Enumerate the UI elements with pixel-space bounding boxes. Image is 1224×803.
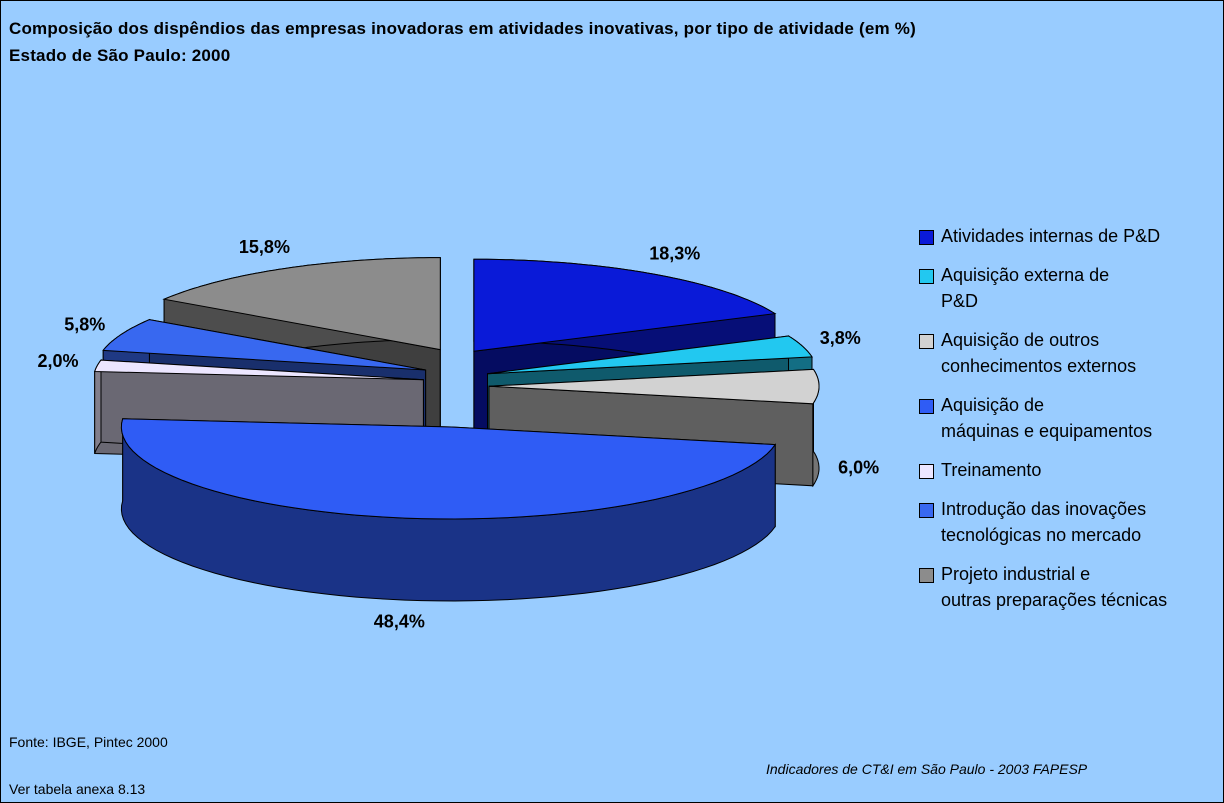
data-label: 6,0% [838, 457, 879, 477]
data-label: 2,0% [38, 351, 79, 371]
legend-item: Projeto industrial e outras preparações … [919, 561, 1167, 613]
legend-label: Treinamento [941, 460, 1042, 480]
slice-wall [94, 358, 102, 454]
legend-swatch [919, 334, 934, 349]
legend-label: Introdução das inovações tecnológicas no… [941, 499, 1147, 545]
legend-item: Treinamento [919, 457, 1167, 483]
credit: Indicadores de CT&I em São Paulo - 2003 … [766, 761, 1088, 777]
source: Fonte: IBGE, Pintec 2000 [9, 734, 168, 750]
legend-label: Aquisição de outros conhecimentos extern… [941, 330, 1137, 376]
chart-title: Composição dos dispêndios das empresas i… [9, 19, 916, 38]
legend-item: Aquisição de outros conhecimentos extern… [919, 327, 1167, 379]
data-label: 15,8% [239, 237, 290, 257]
data-label: 5,8% [64, 314, 105, 334]
legend-item: Aquisição externa de P&D [919, 262, 1167, 314]
legend-item: Atividades internas de P&D [919, 223, 1167, 249]
note: Ver tabela anexa 8.13 [9, 781, 146, 797]
legend-label: Projeto industrial e outras preparações … [941, 564, 1168, 610]
data-label: 18,3% [649, 243, 700, 263]
legend: Atividades internas de P&D Aquisição exte… [919, 223, 1167, 626]
slice-top [93, 359, 424, 381]
legend-swatch [919, 230, 934, 245]
legend-swatch [919, 503, 934, 518]
slice-top [487, 335, 813, 375]
data-label: 48,4% [374, 612, 425, 632]
data-label: 3,8% [820, 328, 861, 348]
slice-top [488, 368, 820, 405]
slice [120, 418, 777, 602]
legend-swatch [919, 464, 934, 479]
chart-subtitle: Estado de São Paulo: 2000 [9, 46, 231, 65]
legend-swatch [919, 269, 934, 284]
legend-label: Aquisição de máquinas e equipamentos [941, 395, 1153, 441]
legend-swatch [919, 399, 934, 414]
slice-top [162, 257, 441, 351]
legend-swatch [919, 568, 934, 583]
legend-item: Introdução das inovações tecnológicas no… [919, 496, 1167, 548]
legend-label: Atividades internas de P&D [941, 226, 1161, 246]
slice-top [120, 418, 777, 520]
legend-item: Aquisição de máquinas e equipamentos [919, 392, 1167, 444]
legend-label: Aquisição externa de P&D [941, 265, 1110, 311]
slice-top [102, 319, 426, 371]
slice-top [473, 258, 777, 352]
